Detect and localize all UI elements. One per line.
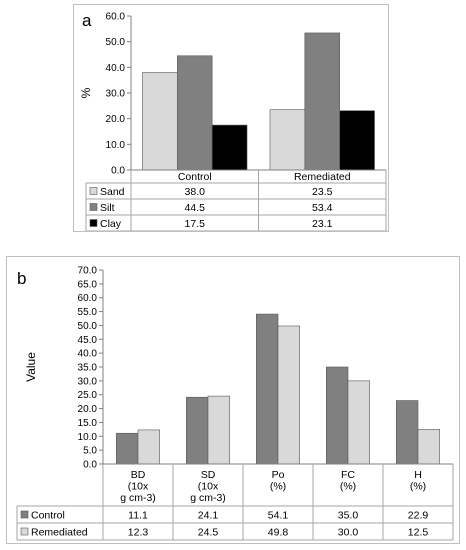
y-tick-label: 30.0 bbox=[106, 89, 126, 100]
data-label: 23.5 bbox=[312, 186, 333, 198]
bar-remediated bbox=[347, 380, 371, 465]
y-axis-title: Value bbox=[24, 352, 38, 382]
data-label: 22.9 bbox=[408, 509, 429, 521]
bar-control bbox=[395, 400, 419, 465]
category-label: H bbox=[414, 469, 422, 481]
data-label: 24.1 bbox=[198, 509, 219, 521]
y-axis-title: % bbox=[79, 87, 93, 98]
y-tick-label: 55.0 bbox=[78, 307, 98, 318]
y-tick-label: 5.0 bbox=[83, 446, 97, 457]
y-tick-label: 15.0 bbox=[78, 418, 98, 429]
chart-panel-a: a% 0.0 10.0 20.0 30.0 40.0 50.0 60.0 Control Reme… bbox=[73, 4, 389, 232]
legend-swatch-control bbox=[20, 510, 29, 519]
category-label: g cm-3) bbox=[120, 492, 156, 504]
bar-silt bbox=[177, 55, 213, 171]
category-label: g cm-3) bbox=[190, 492, 226, 504]
category-label: Po bbox=[272, 469, 285, 481]
y-tick-label: 30.0 bbox=[78, 376, 98, 387]
data-label: 35.0 bbox=[338, 509, 359, 521]
legend-label-clay: Clay bbox=[100, 218, 122, 230]
chart-a-svg: a% 0.0 10.0 20.0 30.0 40.0 50.0 60.0 Control Reme… bbox=[79, 11, 387, 231]
y-tick-label: 70.0 bbox=[78, 266, 98, 277]
legend-label-silt: Silt bbox=[100, 202, 115, 214]
panel-label: b bbox=[17, 269, 26, 288]
bar-clay bbox=[211, 124, 248, 171]
y-tick-label: 20.0 bbox=[106, 114, 126, 125]
category-label: (10x bbox=[198, 481, 219, 493]
category-label: SD bbox=[201, 469, 216, 481]
chart-panel-b: b Value 0.0 5.0 10.0 15.0 20.0 25.0 30.0 35.0 40.0… bbox=[6, 256, 460, 544]
bar-clay bbox=[339, 110, 375, 171]
y-tick-label: 50.0 bbox=[78, 321, 98, 332]
category-label: Remediated bbox=[294, 171, 351, 183]
legend-swatch-clay bbox=[89, 219, 98, 227]
bar-control bbox=[325, 366, 349, 465]
bar-control bbox=[116, 432, 139, 465]
category-label: (%) bbox=[340, 481, 356, 493]
category-label: FC bbox=[341, 469, 355, 481]
data-label: 54.1 bbox=[268, 509, 289, 521]
data-label: 24.5 bbox=[198, 526, 219, 538]
panel-label: a bbox=[82, 11, 92, 30]
y-tick-label: 25.0 bbox=[78, 390, 98, 401]
y-tick-label: 35.0 bbox=[78, 363, 98, 374]
y-tick-label: 20.0 bbox=[78, 404, 98, 415]
data-label: 38.0 bbox=[185, 186, 206, 198]
data-label: 12.3 bbox=[128, 526, 149, 538]
bar-silt bbox=[304, 32, 340, 171]
bar-remediated bbox=[417, 429, 441, 465]
data-label: 44.5 bbox=[185, 202, 206, 214]
data-label: 49.8 bbox=[268, 526, 289, 538]
data-label: 12.5 bbox=[408, 526, 429, 538]
category-label: (%) bbox=[410, 481, 426, 493]
y-tick-label: 60.0 bbox=[106, 12, 126, 23]
y-tick-label: 40.0 bbox=[106, 63, 126, 74]
category-label: (10x bbox=[128, 481, 149, 493]
data-label: 11.1 bbox=[128, 509, 148, 521]
bar-control bbox=[186, 396, 209, 465]
y-tick-label: 65.0 bbox=[78, 279, 98, 290]
y-tick-label: 60.0 bbox=[78, 293, 98, 304]
legend-swatch-remediated bbox=[20, 527, 29, 536]
category-label: BD bbox=[131, 469, 146, 481]
legend-swatch-silt bbox=[89, 203, 98, 211]
category-label: (%) bbox=[270, 481, 286, 493]
legend-label-control: Control bbox=[31, 509, 65, 521]
y-tick-label: 10.0 bbox=[106, 140, 126, 151]
bar-sand bbox=[269, 109, 306, 171]
legend-label-remediated: Remediated bbox=[31, 526, 88, 538]
y-tick-label: 10.0 bbox=[78, 432, 98, 443]
bar-remediated bbox=[207, 395, 231, 465]
bar-remediated bbox=[277, 325, 301, 465]
y-tick-label: 50.0 bbox=[106, 37, 126, 48]
bar-control bbox=[256, 313, 279, 465]
chart-b-svg: b Value 0.0 5.0 10.0 15.0 20.0 25.0 30.0 35.0 40.0… bbox=[16, 266, 454, 541]
data-label: 17.5 bbox=[185, 218, 206, 230]
y-tick-label: 0.0 bbox=[111, 166, 125, 177]
data-label: 30.0 bbox=[338, 526, 359, 538]
bar-sand bbox=[142, 72, 178, 171]
y-tick-label: 0.0 bbox=[83, 460, 97, 471]
data-label: 23.1 bbox=[312, 218, 333, 230]
y-tick-label: 40.0 bbox=[78, 349, 98, 360]
data-label: 53.4 bbox=[312, 202, 333, 214]
y-tick-label: 45.0 bbox=[78, 335, 98, 346]
bar-remediated bbox=[137, 429, 161, 465]
legend-swatch-sand bbox=[89, 187, 98, 195]
category-label: Control bbox=[178, 171, 212, 183]
legend-label-sand: Sand bbox=[100, 186, 125, 198]
